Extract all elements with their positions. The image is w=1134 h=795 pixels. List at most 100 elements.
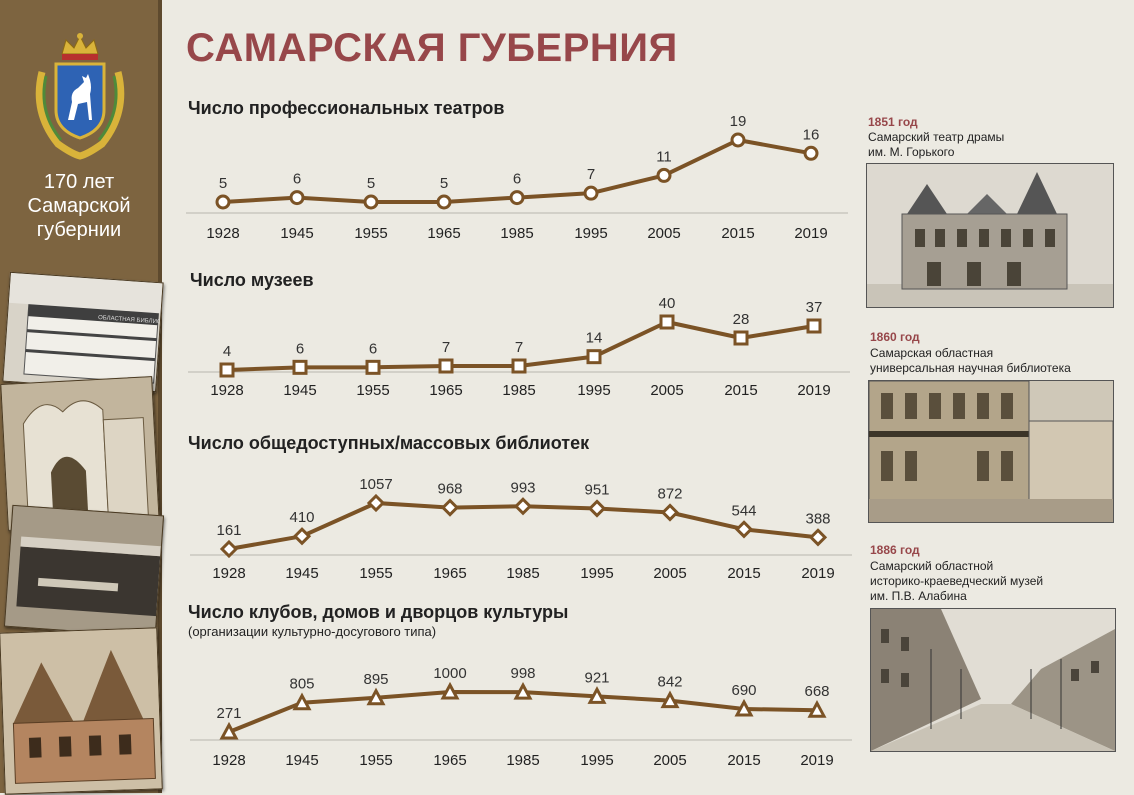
x-tick-label: 1928 xyxy=(206,225,239,242)
sidebar-edge xyxy=(158,0,162,793)
data-label: 388 xyxy=(805,510,830,527)
data-label: 7 xyxy=(515,339,523,356)
data-point xyxy=(289,190,305,206)
x-tick-label: 1985 xyxy=(506,752,539,769)
data-point xyxy=(511,358,527,374)
data-label: 7 xyxy=(587,166,595,183)
data-label: 544 xyxy=(731,502,756,519)
x-tick-label: 1985 xyxy=(506,565,539,582)
data-point xyxy=(440,681,460,700)
x-tick-label: 1965 xyxy=(429,382,462,399)
x-tick-label: 2019 xyxy=(800,752,833,769)
data-point xyxy=(438,358,454,374)
chart-3: 271 1928 805 1945 895 1955 1000 1965 998 1985 921 1… xyxy=(190,665,852,769)
x-tick-label: 2019 xyxy=(801,565,834,582)
x-tick-label: 1985 xyxy=(502,382,535,399)
data-point xyxy=(734,520,754,539)
coat-of-arms-icon xyxy=(35,33,125,160)
x-tick-label: 1995 xyxy=(574,225,607,242)
charts-canvas: 5 1928 6 1945 5 1955 5 1965 6 1985 7 1995 11 2005 19 20… xyxy=(186,113,852,769)
page-title: САМАРСКАЯ ГУБЕРНИЯ xyxy=(186,26,678,70)
data-label: 6 xyxy=(293,171,301,188)
chart-title-libraries: Число общедоступных/массовых библиотек xyxy=(188,433,590,453)
data-label: 4 xyxy=(223,343,231,360)
x-tick-label: 1995 xyxy=(577,382,610,399)
x-tick-label: 1995 xyxy=(580,752,613,769)
chart-title-museums: Число музеев xyxy=(190,270,314,290)
x-tick-label: 2015 xyxy=(727,565,760,582)
data-point xyxy=(806,318,822,334)
x-tick-label: 1945 xyxy=(283,382,316,399)
x-tick-label: 1965 xyxy=(433,752,466,769)
x-tick-label: 2015 xyxy=(727,752,760,769)
x-tick-label: 1985 xyxy=(500,225,533,242)
chart-1: 4 1928 6 1945 6 1955 7 1965 7 1985 14 1995 40 2005 28 2… xyxy=(188,295,850,399)
data-label: 5 xyxy=(219,175,227,192)
data-label: 5 xyxy=(440,175,448,192)
x-tick-label: 2019 xyxy=(797,382,830,399)
data-point xyxy=(365,359,381,375)
x-tick-label: 1928 xyxy=(210,382,243,399)
data-label: 161 xyxy=(216,522,241,539)
data-point xyxy=(219,362,235,378)
caption-text-theatre: Самарский театр драмы им. М. Горького xyxy=(868,130,1005,159)
data-point xyxy=(587,499,607,518)
x-tick-label: 2005 xyxy=(650,382,683,399)
data-point xyxy=(513,681,533,700)
data-point xyxy=(366,687,386,706)
data-label: 968 xyxy=(437,481,462,498)
caption-year-theatre: 1851 год xyxy=(868,115,918,129)
x-tick-label: 1995 xyxy=(580,565,613,582)
data-point xyxy=(660,503,680,522)
data-label: 19 xyxy=(730,113,747,130)
data-label: 7 xyxy=(442,339,450,356)
data-label: 921 xyxy=(584,669,609,686)
library-sign: ОБЛАСТНАЯ БИБЛИОТЕКА xyxy=(98,315,163,326)
x-tick-label: 1928 xyxy=(212,565,245,582)
data-label: 951 xyxy=(584,481,609,498)
x-tick-label: 2019 xyxy=(794,225,827,242)
data-point xyxy=(583,185,599,201)
caption-year-museum: 1886 год xyxy=(870,543,920,557)
data-label: 6 xyxy=(369,340,377,357)
data-point xyxy=(440,498,460,517)
data-label: 5 xyxy=(367,175,375,192)
museum-street-photo xyxy=(870,608,1116,752)
data-label: 37 xyxy=(806,299,823,316)
data-point xyxy=(733,330,749,346)
x-tick-label: 1955 xyxy=(359,752,392,769)
x-tick-label: 1945 xyxy=(280,225,313,242)
data-label: 14 xyxy=(586,330,603,347)
data-label: 410 xyxy=(289,509,314,526)
x-tick-label: 1955 xyxy=(356,382,389,399)
x-tick-label: 2005 xyxy=(653,565,686,582)
data-point xyxy=(803,145,819,161)
data-label: 6 xyxy=(296,340,304,357)
data-point xyxy=(436,194,452,210)
library-photo: ОБЛАСТНАЯ БИБЛИОТЕКА xyxy=(2,271,164,393)
x-tick-label: 2015 xyxy=(724,382,757,399)
library-old-photo xyxy=(868,380,1114,523)
theatre-building-photo xyxy=(0,627,163,795)
x-tick-label: 2015 xyxy=(721,225,754,242)
art-nouveau-building-photo xyxy=(0,376,160,531)
x-tick-label: 1945 xyxy=(285,565,318,582)
chart-title-clubs: Число клубов, домов и дворцов культуры xyxy=(188,602,569,622)
data-point xyxy=(292,692,312,711)
data-point xyxy=(660,690,680,709)
data-point xyxy=(509,190,525,206)
caption-year-library: 1860 год xyxy=(870,330,920,344)
data-point xyxy=(656,167,672,183)
x-tick-label: 1955 xyxy=(354,225,387,242)
data-point xyxy=(807,700,827,718)
data-label: 668 xyxy=(804,683,829,700)
sidebar-caption: 170 лет Самарской губернии xyxy=(27,171,131,241)
data-label: 6 xyxy=(513,171,521,188)
data-point xyxy=(659,314,675,330)
caption-text-library: Самарская областная универсальная научна… xyxy=(870,346,1071,375)
data-point xyxy=(586,349,602,365)
data-point xyxy=(808,528,828,547)
data-label: 271 xyxy=(216,705,241,722)
data-point xyxy=(513,497,533,516)
data-label: 1000 xyxy=(433,665,466,682)
